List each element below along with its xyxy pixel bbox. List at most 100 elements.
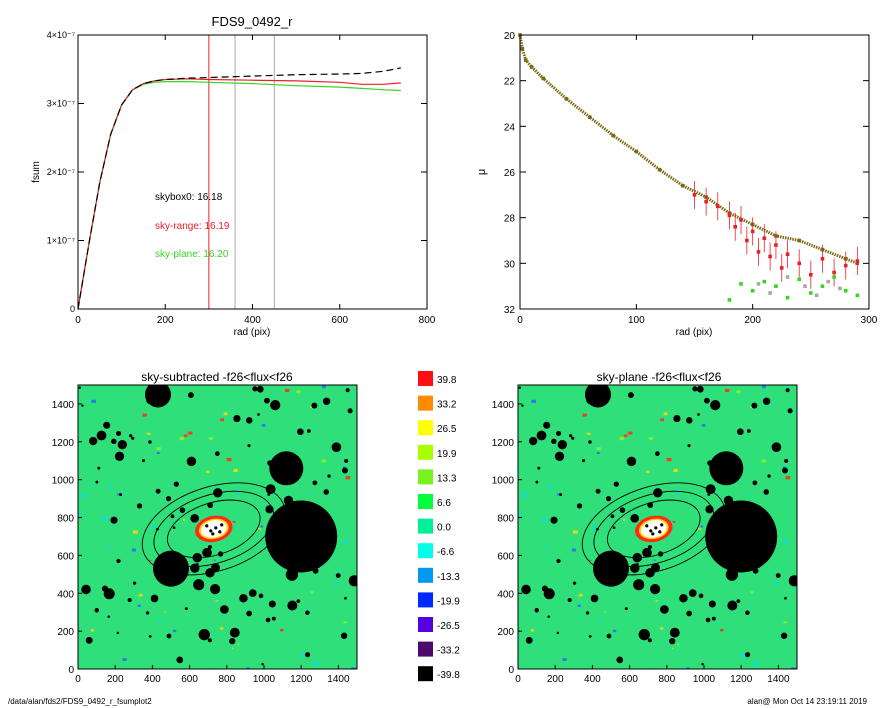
masked-star <box>269 451 304 486</box>
masked-source <box>297 428 304 436</box>
data-point-olive <box>520 46 525 51</box>
data-point-gray <box>768 291 772 295</box>
noise-speck <box>208 437 213 440</box>
masked-source <box>271 616 276 621</box>
profile-trace <box>518 34 858 265</box>
noise-speck <box>761 459 766 463</box>
x-tick-label: 1400 <box>327 674 350 685</box>
y-tick-label: 1200 <box>492 438 515 449</box>
masked-source <box>701 662 704 666</box>
masked-source <box>556 631 560 635</box>
y-tick-label: 0 <box>70 304 75 314</box>
data-point-red <box>733 225 738 229</box>
aperture-ellipse <box>581 482 726 576</box>
masked-star <box>584 385 611 408</box>
colorbar-swatch <box>418 469 433 485</box>
masked-source <box>521 404 524 407</box>
data-point-olive <box>524 58 528 62</box>
masked-source <box>642 547 652 558</box>
noise-speck <box>623 434 628 438</box>
noise-speck <box>612 629 617 633</box>
masked-source <box>81 584 91 595</box>
masked-source <box>610 514 615 519</box>
masked-source <box>710 400 721 411</box>
masked-source <box>270 400 281 411</box>
masked-source <box>114 451 125 461</box>
masked-source <box>571 436 575 440</box>
masked-source <box>784 596 787 600</box>
y-tick-label: 400 <box>497 589 514 600</box>
noise-speck <box>78 511 81 514</box>
data-point-red <box>745 238 749 243</box>
masked-star <box>153 550 189 587</box>
fsum-xlabel: rad (pix) <box>234 327 271 338</box>
masked-source <box>341 467 348 474</box>
noise-speck <box>671 647 674 650</box>
x-tick-label: 800 <box>658 674 675 685</box>
noise-speck <box>183 519 186 521</box>
x-tick-label: 400 <box>144 674 161 685</box>
masked-source <box>119 493 123 497</box>
colorbar-swatch <box>418 444 433 460</box>
masked-source <box>588 440 592 444</box>
colorbar-label: 26.5 <box>437 424 457 435</box>
masked-source <box>85 636 93 644</box>
aperture-ellipse <box>153 490 275 567</box>
masked-source <box>551 438 557 445</box>
colorbar-label: -19.9 <box>437 596 460 607</box>
colorbar-label: -26.5 <box>437 621 460 632</box>
series-line-black <box>77 67 401 310</box>
fsum-reference-lines <box>208 35 275 309</box>
noise-speck <box>571 548 577 552</box>
noise-speck <box>521 494 527 498</box>
masked-source <box>296 599 301 603</box>
masked-source <box>323 489 330 495</box>
masked-source <box>145 611 150 615</box>
masked-source <box>193 579 205 591</box>
noise-speck <box>78 390 81 393</box>
noise-speck <box>596 451 600 455</box>
x-tick-label: 800 <box>419 315 436 326</box>
masked-source <box>692 386 698 392</box>
colorbar-swatch <box>418 617 433 632</box>
masked-source <box>537 466 541 470</box>
noise-speck <box>213 559 216 561</box>
fsum-ylabel: fsum <box>31 161 42 183</box>
noise-speck <box>720 628 724 632</box>
x-tick-label: 600 <box>331 315 348 326</box>
masked-source <box>81 404 84 407</box>
noise-speck <box>591 526 596 529</box>
noise-speck <box>215 599 219 602</box>
masked-source <box>605 496 612 502</box>
masked-source <box>327 474 331 478</box>
masked-source <box>252 386 258 392</box>
colorbar-label: 0.0 <box>437 523 451 534</box>
masked-source <box>322 397 331 406</box>
core-source <box>649 529 653 533</box>
noise-speck <box>117 493 121 496</box>
masked-source <box>229 627 240 638</box>
masked-source <box>117 439 127 450</box>
y-tick-label: 4×10⁻⁷ <box>47 30 75 40</box>
noise-speck <box>163 611 166 613</box>
noise-speck <box>232 520 236 523</box>
y-tick-label: 1200 <box>52 438 75 449</box>
masked-source <box>220 605 229 614</box>
sky-subtracted-image <box>78 385 357 669</box>
y-tick-label: 200 <box>497 627 514 638</box>
noise-speck <box>321 385 326 389</box>
x-tick-label: 400 <box>244 315 261 326</box>
colorbar-label: -6.6 <box>437 547 455 558</box>
noise-speck <box>648 437 653 440</box>
masked-source <box>780 632 788 639</box>
masked-source <box>347 408 353 414</box>
y-tick-label: 20 <box>504 31 516 42</box>
masked-source <box>239 594 248 603</box>
masked-source <box>88 436 98 446</box>
noise-speck <box>258 527 262 530</box>
data-point-olive <box>797 238 801 243</box>
annotation-sky-plane: sky-plane: 16.20 <box>155 249 229 260</box>
noise-speck <box>541 517 547 521</box>
masked-source <box>555 430 562 437</box>
noise-speck <box>147 432 151 435</box>
